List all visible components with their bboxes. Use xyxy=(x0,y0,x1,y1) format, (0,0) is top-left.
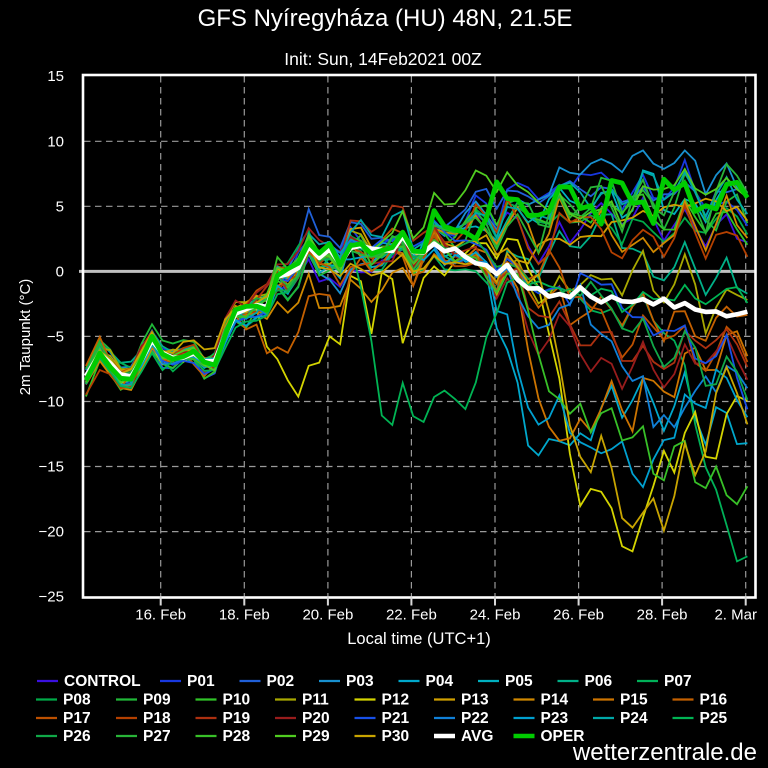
svg-text:P29: P29 xyxy=(302,728,330,745)
svg-text:−25: −25 xyxy=(39,589,64,606)
svg-text:P25: P25 xyxy=(700,710,728,727)
svg-text:P04: P04 xyxy=(426,673,454,690)
svg-text:P09: P09 xyxy=(143,692,171,709)
svg-text:P30: P30 xyxy=(382,728,410,745)
svg-text:2m Taupunkt (°C): 2m Taupunkt (°C) xyxy=(17,279,34,396)
svg-text:P28: P28 xyxy=(223,728,251,745)
svg-text:16. Feb: 16. Feb xyxy=(135,607,186,624)
svg-text:P15: P15 xyxy=(620,692,648,709)
svg-text:Init: Sun, 14Feb2021 00Z: Init: Sun, 14Feb2021 00Z xyxy=(284,49,482,69)
svg-text:P16: P16 xyxy=(700,692,728,709)
svg-text:0: 0 xyxy=(56,263,64,280)
svg-text:P18: P18 xyxy=(143,710,171,727)
svg-text:Local time (UTC+1): Local time (UTC+1) xyxy=(347,630,491,648)
svg-text:15: 15 xyxy=(47,68,64,85)
svg-text:P05: P05 xyxy=(505,673,533,690)
svg-text:26. Feb: 26. Feb xyxy=(553,607,604,624)
svg-text:P02: P02 xyxy=(267,673,295,690)
svg-text:24. Feb: 24. Feb xyxy=(470,607,521,624)
svg-text:P10: P10 xyxy=(223,692,251,709)
svg-text:P27: P27 xyxy=(143,728,171,745)
svg-text:P06: P06 xyxy=(585,673,613,690)
svg-text:22. Feb: 22. Feb xyxy=(386,607,437,624)
svg-text:P24: P24 xyxy=(620,710,648,727)
svg-text:OPER: OPER xyxy=(541,728,585,745)
svg-text:P11: P11 xyxy=(302,692,329,709)
svg-text:28. Feb: 28. Feb xyxy=(637,607,688,624)
svg-text:AVG: AVG xyxy=(461,728,493,745)
svg-text:10: 10 xyxy=(47,133,64,150)
svg-text:P23: P23 xyxy=(541,710,569,727)
svg-text:P14: P14 xyxy=(541,692,569,709)
svg-text:P21: P21 xyxy=(382,710,410,727)
svg-text:−5: −5 xyxy=(47,328,64,345)
svg-text:P17: P17 xyxy=(63,710,91,727)
svg-text:wetterzentrale.de: wetterzentrale.de xyxy=(572,739,757,766)
svg-text:CONTROL: CONTROL xyxy=(64,673,141,690)
svg-text:GFS Nyíregyháza (HU) 48N, 21.5: GFS Nyíregyháza (HU) 48N, 21.5E xyxy=(198,5,573,32)
svg-text:P13: P13 xyxy=(461,692,489,709)
svg-text:P03: P03 xyxy=(346,673,374,690)
svg-text:−20: −20 xyxy=(39,524,64,541)
svg-text:5: 5 xyxy=(56,198,64,215)
svg-text:P26: P26 xyxy=(63,728,91,745)
svg-text:2. Mar: 2. Mar xyxy=(714,607,757,624)
svg-text:−15: −15 xyxy=(39,459,64,476)
svg-text:P19: P19 xyxy=(223,710,251,727)
svg-text:−10: −10 xyxy=(39,394,64,411)
svg-text:P07: P07 xyxy=(664,673,692,690)
svg-text:20. Feb: 20. Feb xyxy=(302,607,353,624)
svg-text:P22: P22 xyxy=(461,710,489,727)
svg-text:18. Feb: 18. Feb xyxy=(219,607,270,624)
svg-text:P01: P01 xyxy=(187,673,215,690)
svg-text:P12: P12 xyxy=(382,692,410,709)
svg-text:P08: P08 xyxy=(63,692,91,709)
svg-text:P20: P20 xyxy=(302,710,330,727)
